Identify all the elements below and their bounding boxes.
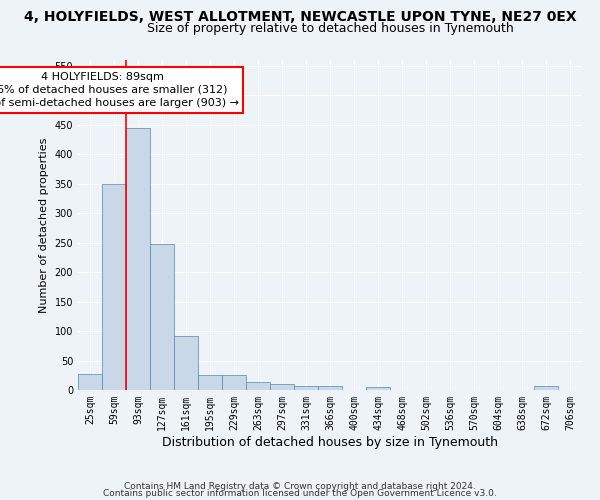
Text: 4, HOLYFIELDS, WEST ALLOTMENT, NEWCASTLE UPON TYNE, NE27 0EX: 4, HOLYFIELDS, WEST ALLOTMENT, NEWCASTLE…	[23, 10, 577, 24]
Bar	[270, 384, 294, 390]
Y-axis label: Number of detached properties: Number of detached properties	[39, 138, 49, 312]
Bar	[534, 386, 558, 390]
Bar	[318, 386, 342, 390]
Bar	[246, 382, 270, 390]
Bar	[294, 386, 318, 390]
Title: Size of property relative to detached houses in Tynemouth: Size of property relative to detached ho…	[146, 22, 514, 35]
Bar	[222, 376, 246, 390]
Text: Contains HM Land Registry data © Crown copyright and database right 2024.: Contains HM Land Registry data © Crown c…	[124, 482, 476, 491]
Bar	[198, 376, 222, 390]
Bar	[150, 244, 174, 390]
X-axis label: Distribution of detached houses by size in Tynemouth: Distribution of detached houses by size …	[162, 436, 498, 448]
Text: Contains public sector information licensed under the Open Government Licence v3: Contains public sector information licen…	[103, 490, 497, 498]
Bar	[78, 374, 102, 390]
Text: 4 HOLYFIELDS: 89sqm
← 26% of detached houses are smaller (312)
74% of semi-detac: 4 HOLYFIELDS: 89sqm ← 26% of detached ho…	[0, 72, 239, 108]
Bar	[366, 387, 390, 390]
Bar	[126, 128, 150, 390]
Bar	[174, 336, 198, 390]
Bar	[102, 184, 126, 390]
